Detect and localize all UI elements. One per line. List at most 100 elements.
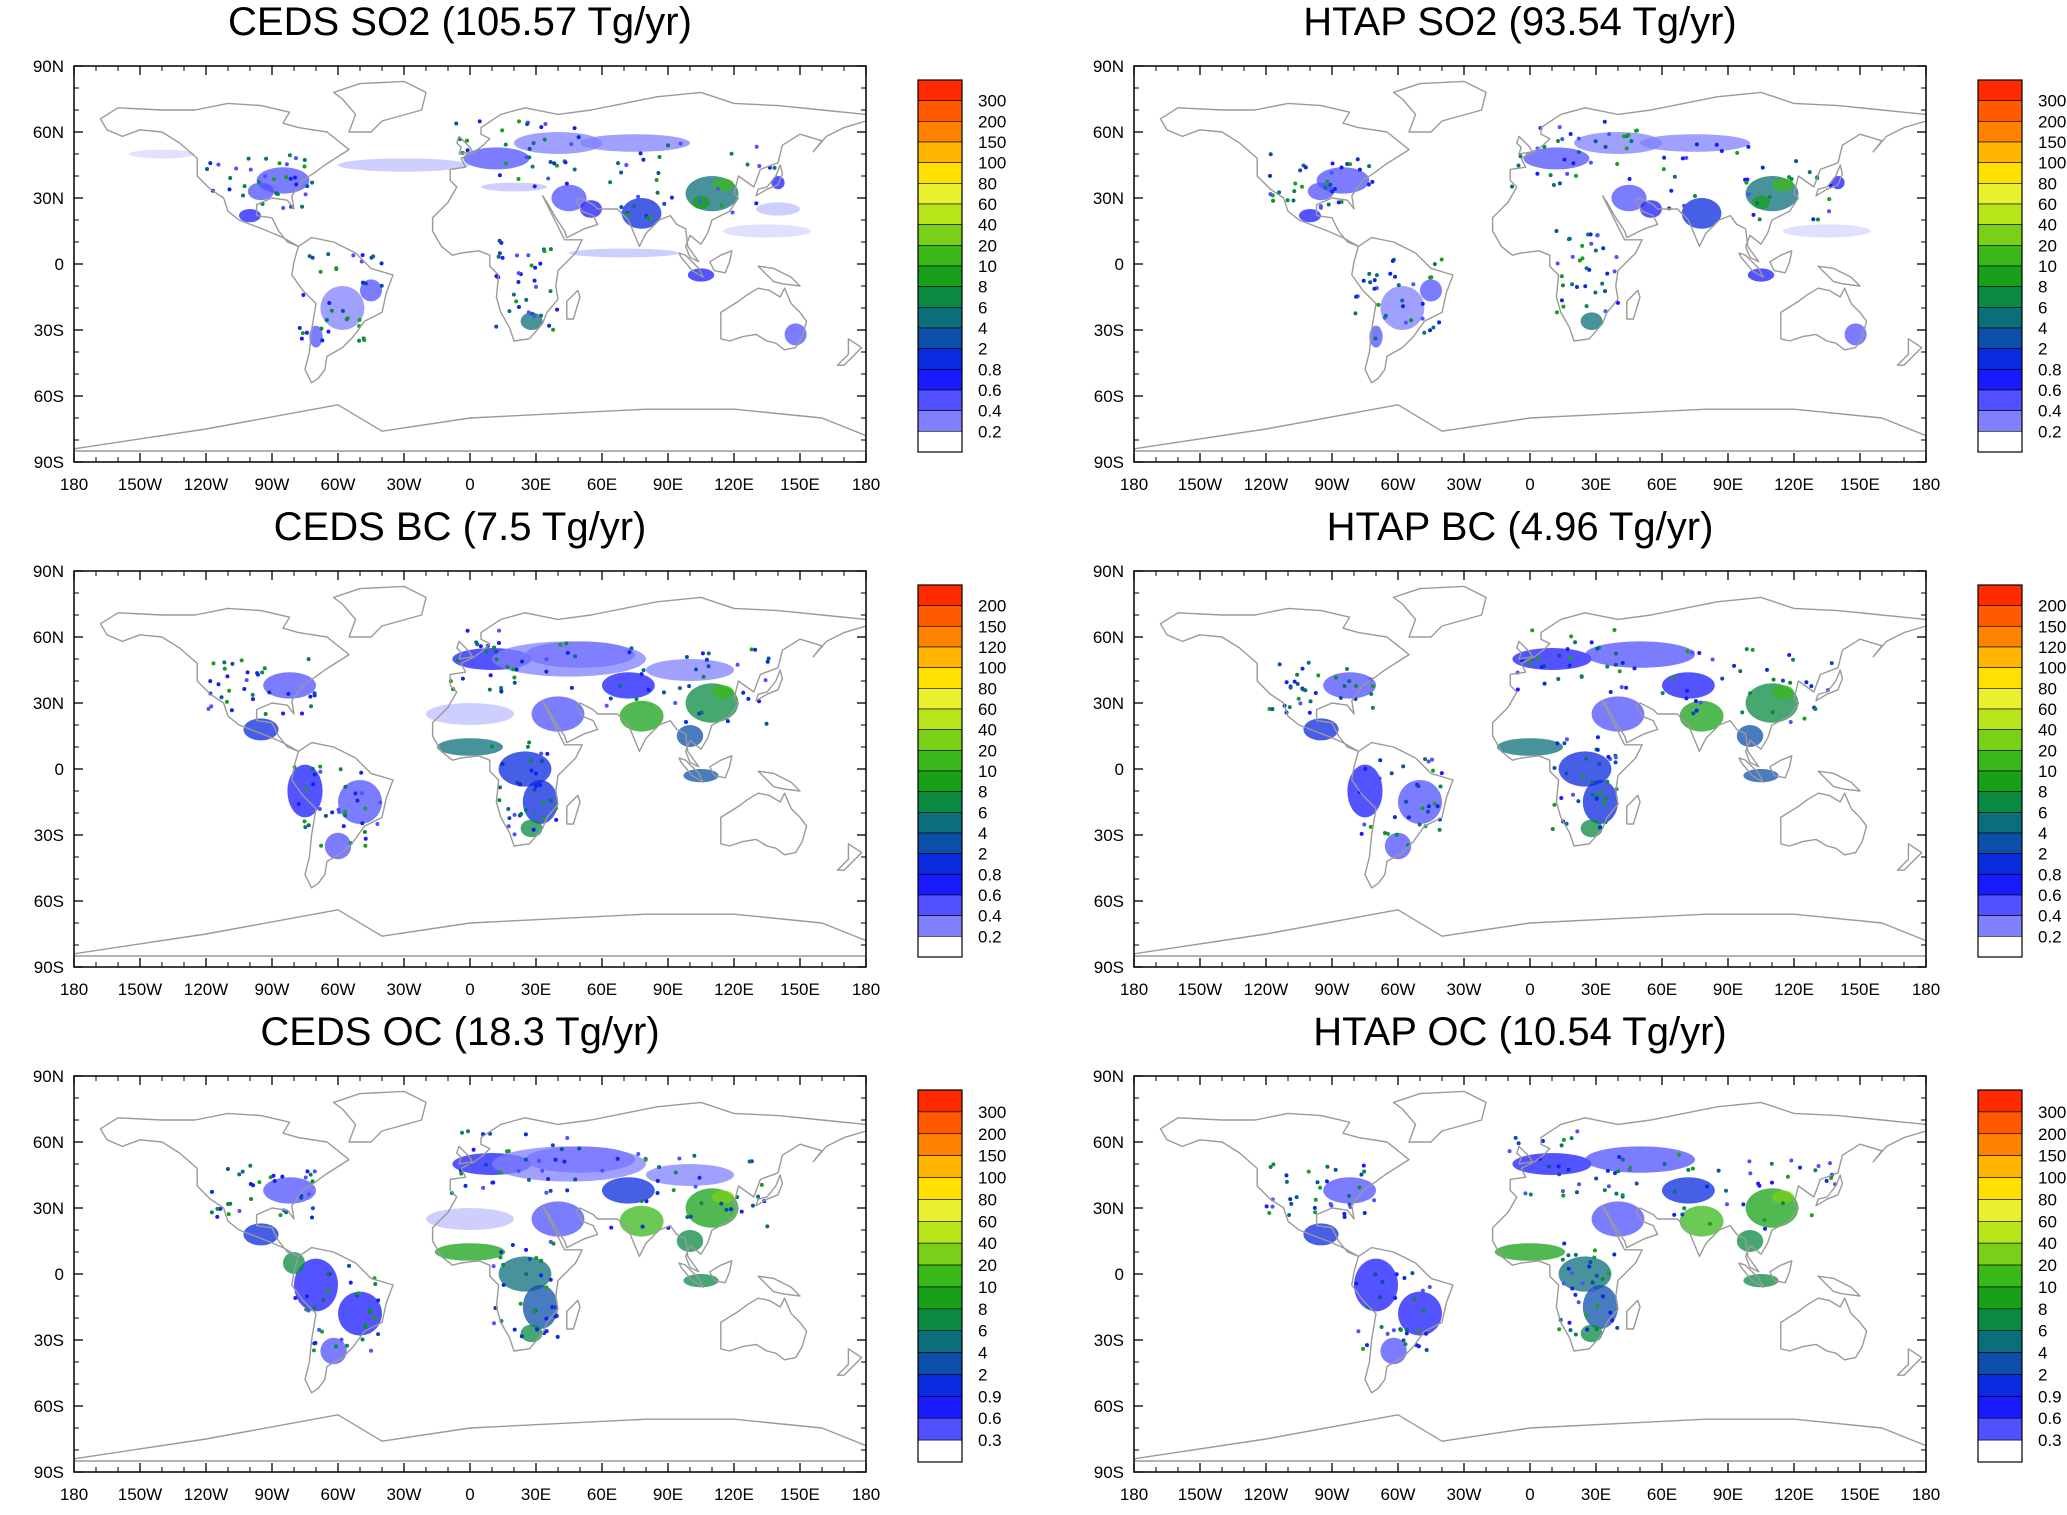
point-source bbox=[1813, 1168, 1818, 1173]
point-source bbox=[552, 1305, 557, 1310]
lat-label: 30N bbox=[33, 694, 64, 713]
colorbar-box bbox=[1977, 915, 2023, 937]
point-source bbox=[284, 162, 289, 167]
point-source bbox=[553, 1314, 558, 1319]
point-source bbox=[1267, 173, 1272, 178]
point-source bbox=[1264, 1204, 1269, 1209]
point-source bbox=[1300, 184, 1305, 189]
point-source bbox=[1430, 757, 1435, 762]
point-source bbox=[327, 300, 332, 305]
emission-hotspot bbox=[1679, 700, 1724, 732]
point-source bbox=[351, 253, 356, 258]
point-source bbox=[303, 192, 308, 197]
point-source bbox=[657, 1165, 662, 1170]
point-source bbox=[634, 696, 639, 701]
point-source bbox=[1684, 688, 1689, 693]
point-source bbox=[1394, 832, 1399, 837]
emission-hotspot bbox=[1580, 312, 1603, 331]
colorbar-label: 40 bbox=[2038, 216, 2057, 235]
point-source bbox=[1576, 1300, 1581, 1305]
point-source bbox=[1584, 1313, 1589, 1318]
point-source bbox=[357, 338, 362, 343]
point-source bbox=[1564, 771, 1569, 776]
point-source bbox=[1624, 685, 1629, 690]
point-source bbox=[1303, 165, 1308, 170]
colorbar-label: 100 bbox=[2038, 1169, 2066, 1188]
point-source bbox=[1378, 758, 1383, 763]
point-source bbox=[548, 247, 553, 252]
point-source bbox=[1389, 771, 1394, 776]
colorbar-box bbox=[917, 245, 963, 267]
point-source bbox=[524, 297, 529, 302]
point-source bbox=[537, 1158, 542, 1163]
colorbar-frame bbox=[917, 1089, 963, 1463]
point-source bbox=[554, 163, 559, 168]
point-source bbox=[225, 674, 230, 679]
lon-label: 30W bbox=[387, 475, 422, 494]
point-source bbox=[500, 255, 505, 260]
point-source bbox=[1401, 304, 1406, 309]
colorbar-label: 4 bbox=[978, 1344, 987, 1363]
colorbar-box bbox=[917, 1396, 963, 1419]
panel-htap-bc: HTAP BC (4.96 Tg/yr) 90N 60N 30N 0 30S 60S 90S… bbox=[1060, 505, 2067, 1005]
colorbar-box bbox=[917, 832, 963, 854]
point-source bbox=[541, 801, 546, 806]
point-source bbox=[1318, 205, 1323, 210]
point-source bbox=[1382, 831, 1387, 836]
point-source bbox=[1561, 1193, 1566, 1198]
point-source bbox=[763, 678, 768, 683]
coastline-north-america bbox=[99, 607, 350, 753]
lon-label: 0 bbox=[1525, 980, 1534, 999]
lon-label: 60E bbox=[1647, 475, 1677, 494]
lat-label: 90S bbox=[1094, 453, 1124, 472]
colorbar-box bbox=[917, 1220, 963, 1244]
colorbar-label: 0.4 bbox=[2038, 907, 2062, 926]
lon-label: 30W bbox=[387, 1485, 422, 1504]
colorbar-box bbox=[1977, 100, 2023, 122]
colorbar-label: 150 bbox=[978, 133, 1006, 152]
colorbar-box bbox=[917, 1439, 963, 1463]
point-source bbox=[1328, 182, 1333, 187]
coastline-antarctica bbox=[74, 404, 866, 452]
point-source bbox=[321, 1298, 326, 1303]
lon-label: 120W bbox=[184, 980, 228, 999]
emission-hotspot bbox=[320, 1337, 347, 1365]
point-source bbox=[526, 1177, 531, 1182]
point-source bbox=[1370, 179, 1375, 184]
point-source bbox=[1426, 759, 1431, 764]
point-source bbox=[1329, 1203, 1334, 1208]
point-source bbox=[656, 170, 661, 175]
point-source bbox=[311, 782, 316, 787]
point-source bbox=[1558, 662, 1563, 667]
point-source bbox=[304, 1294, 309, 1299]
point-source bbox=[1383, 313, 1388, 318]
emission-hotspot bbox=[1736, 1230, 1764, 1252]
point-source bbox=[325, 1289, 330, 1294]
point-source bbox=[524, 1272, 529, 1277]
point-source bbox=[1566, 237, 1571, 242]
colorbar-box bbox=[1977, 286, 2023, 308]
point-source bbox=[565, 1135, 570, 1140]
emission-hotspot bbox=[463, 147, 530, 170]
colorbar-box bbox=[917, 141, 963, 163]
colorbar-box bbox=[917, 894, 963, 916]
point-source bbox=[1569, 634, 1574, 639]
lon-label: 180 bbox=[852, 980, 880, 999]
point-source bbox=[529, 768, 534, 773]
coastline-madagascar bbox=[566, 289, 581, 320]
point-source bbox=[1271, 1162, 1276, 1167]
point-source bbox=[1750, 647, 1755, 652]
point-source bbox=[465, 148, 470, 153]
lat-label: 30S bbox=[1094, 321, 1124, 340]
lon-label: 0 bbox=[465, 1485, 474, 1504]
coastline-new-guinea bbox=[1817, 265, 1861, 287]
colorbar-label: 150 bbox=[978, 1147, 1006, 1166]
point-source bbox=[1573, 1292, 1578, 1297]
point-source bbox=[1763, 1226, 1768, 1231]
point-source bbox=[1365, 1343, 1370, 1348]
colorbar-label: 0.2 bbox=[2038, 927, 2062, 946]
colorbar-box bbox=[917, 1374, 963, 1397]
point-source bbox=[662, 201, 667, 206]
point-source bbox=[715, 186, 720, 191]
point-source bbox=[1672, 174, 1677, 179]
